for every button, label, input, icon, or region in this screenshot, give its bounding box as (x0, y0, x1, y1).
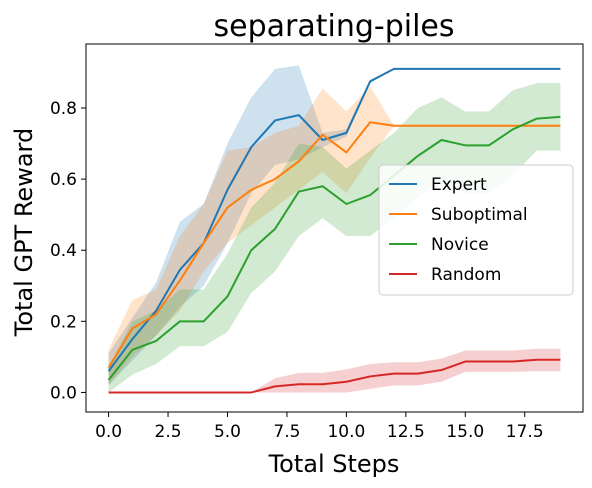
y-tick-label: 0.0 (50, 383, 77, 403)
y-axis-label: Total GPT Reward (10, 128, 38, 337)
band-novice (108, 83, 561, 393)
legend: Expert Suboptimal Novice Random (378, 164, 574, 296)
x-tick-label: 0.0 (95, 422, 122, 442)
line-suboptimal (107, 121, 561, 369)
legend-label-suboptimal: Suboptimal (431, 205, 528, 225)
x-axis-ticks: 0.0 2.5 5.0 7.5 10.0 12.5 15.0 17.5 (95, 412, 544, 442)
series-lines (107, 67, 561, 394)
legend-box (378, 164, 574, 296)
y-tick-label: 0.6 (50, 170, 77, 190)
y-tick-label: 0.2 (50, 312, 77, 332)
chart-title: separating-piles (213, 9, 454, 44)
band-suboptimal (108, 86, 561, 386)
line-novice (107, 115, 561, 381)
y-tick-label: 0.4 (50, 241, 77, 261)
x-tick-label: 12.5 (387, 422, 425, 442)
x-tick-label: 5.0 (214, 422, 241, 442)
y-tick-label: 0.8 (50, 99, 77, 119)
line-expert (107, 67, 561, 372)
x-tick-label: 7.5 (273, 422, 300, 442)
band-expert (108, 65, 561, 386)
confidence-bands (108, 65, 561, 393)
x-axis-label: Total Steps (268, 450, 400, 478)
x-tick-label: 2.5 (155, 422, 182, 442)
y-axis-ticks: 0.0 0.2 0.4 0.6 0.8 (50, 99, 86, 403)
legend-label-random: Random (431, 265, 501, 285)
axes-frame (85, 43, 584, 413)
legend-label-novice: Novice (431, 235, 489, 255)
x-tick-label: 17.5 (506, 422, 544, 442)
x-tick-label: 10.0 (327, 422, 365, 442)
band-random (108, 348, 561, 393)
x-tick-label: 15.0 (446, 422, 484, 442)
legend-label-expert: Expert (431, 175, 487, 195)
line-random (108, 358, 561, 394)
